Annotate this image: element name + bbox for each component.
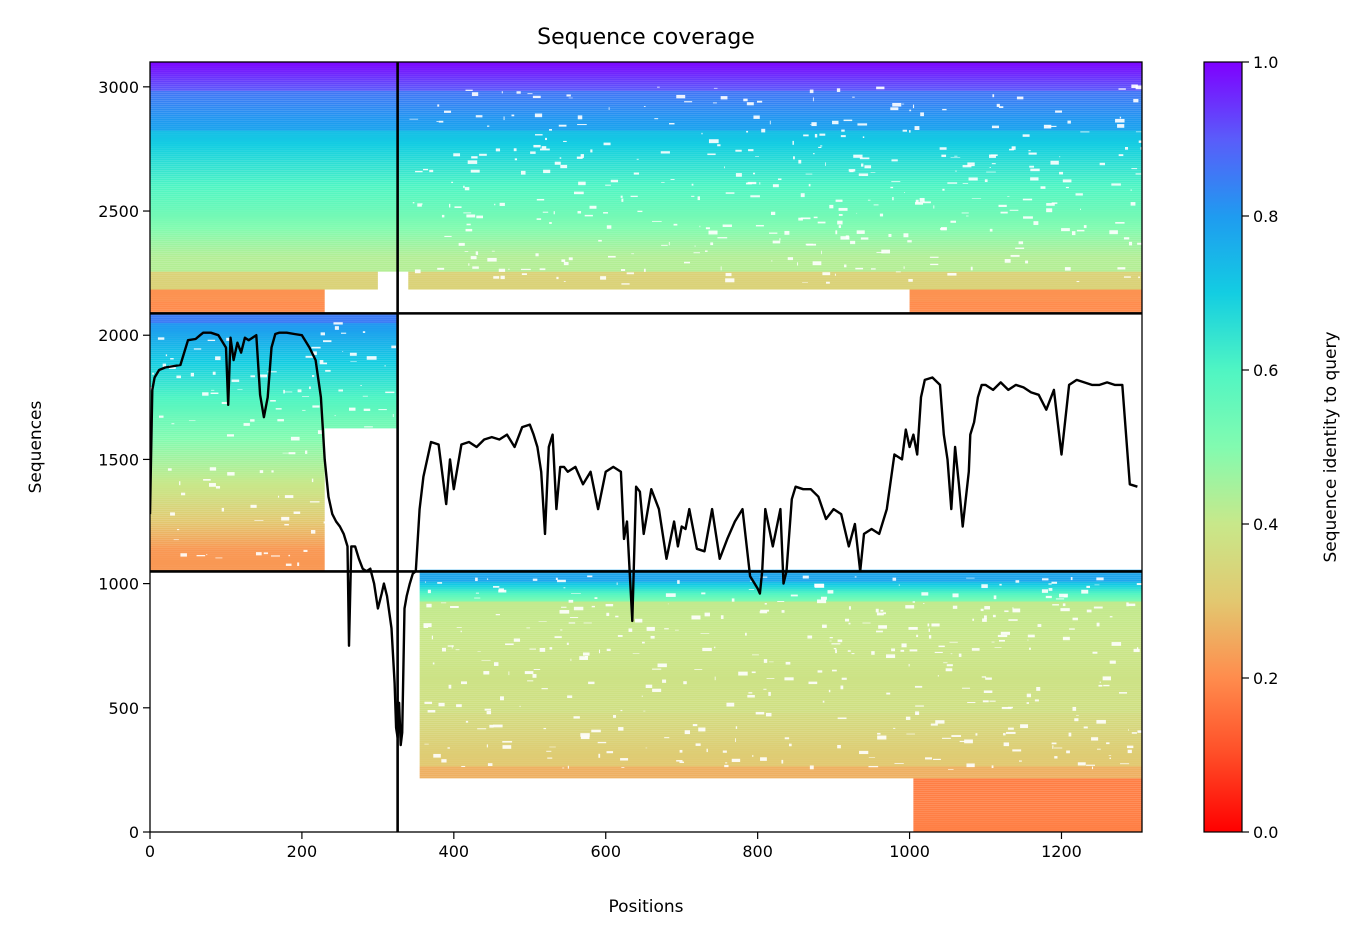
y-axis: 0 500 1000 1500 2000 2500 3000 [98,78,150,842]
colorbar-tick-label: 0.6 [1253,361,1278,380]
chart-title: Sequence coverage [537,25,755,50]
x-tick-label: 800 [742,842,773,861]
colorbar-tick-label: 0.0 [1253,823,1278,842]
plot-frame [149,61,1143,833]
colorbar-tick-label: 0.2 [1253,669,1278,688]
y-tick-label: 3000 [98,78,139,97]
x-axis-label: Positions [608,897,683,917]
x-axis: 0 200 400 600 800 1000 1200 [145,832,1082,861]
colorbar-tick-label: 0.8 [1253,207,1278,226]
x-tick-label: 600 [590,842,621,861]
x-tick-label: 1000 [889,842,930,861]
y-tick-label: 500 [108,699,139,718]
colorbar [1203,61,1243,833]
y-axis-label: Sequences [26,401,46,494]
y-tick-label: 1500 [98,450,139,469]
colorbar-tick-label: 1.0 [1253,53,1278,72]
coverage-line-layer [150,331,1138,747]
y-tick-label: 0 [129,823,139,842]
colorbar-label: Sequence identity to query [1321,331,1341,562]
y-tick-label: 2500 [98,202,139,221]
block-separators [150,62,1142,832]
coverage-heatmap [150,62,1142,832]
coverage-line [150,331,1138,747]
x-tick-label: 1200 [1041,842,1082,861]
x-tick-label: 400 [439,842,470,861]
colorbar-tick-label: 0.4 [1253,515,1278,534]
x-tick-label: 200 [287,842,318,861]
x-tick-label: 0 [145,842,155,861]
y-tick-label: 2000 [98,326,139,345]
colorbar-axis: 0.0 0.2 0.4 0.6 0.8 1.0 [1242,53,1278,842]
y-tick-label: 1000 [98,575,139,594]
